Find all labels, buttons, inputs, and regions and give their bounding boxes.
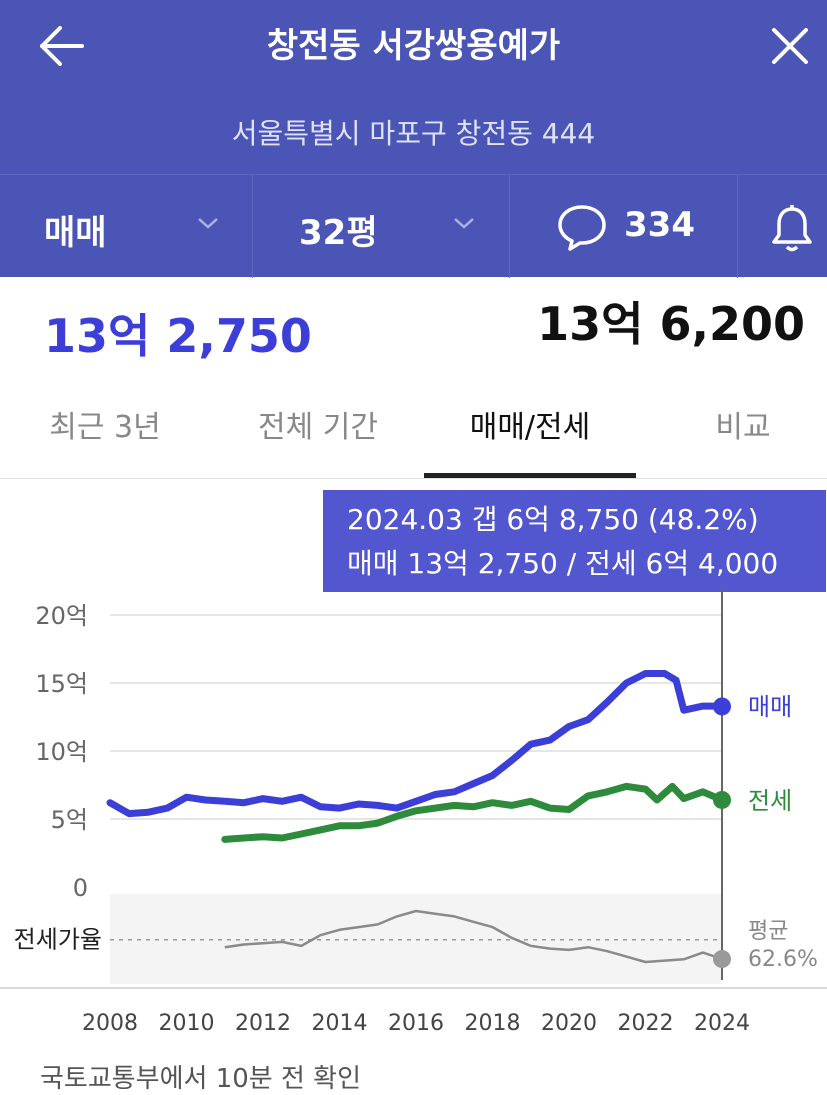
- active-tab-indicator: [424, 473, 636, 478]
- jeonse-point-marker: [713, 790, 731, 809]
- chart-tabs: 최근 3년 전체 기간 매매/전세 비교: [0, 380, 827, 479]
- comments-button[interactable]: 334: [510, 175, 738, 278]
- filter-bar: 매매 32평 334: [0, 174, 827, 278]
- page-title: 창전동 서강쌍용예가: [266, 26, 561, 66]
- x-tick-label: 2014: [312, 1011, 368, 1036]
- address: 서울특별시 마포구 창전동 444: [231, 117, 596, 150]
- back-arrow-icon[interactable]: [36, 22, 88, 70]
- tab-sale-jeonse[interactable]: 매매/전세: [469, 410, 591, 445]
- x-tick-label: 2024: [694, 1011, 750, 1036]
- close-icon[interactable]: [768, 24, 812, 68]
- speech-bubble-icon: [558, 205, 606, 251]
- comment-count: 334: [624, 205, 695, 245]
- tooltip-gap: 2024.03 갭 6억 8,750 (48.2%): [347, 503, 759, 536]
- x-tick-label: 2010: [159, 1011, 215, 1036]
- y-tick-label: 15억: [35, 670, 88, 698]
- x-tick-label: 2008: [82, 1011, 138, 1036]
- x-tick-label: 2020: [541, 1011, 597, 1036]
- series-line-1: [221, 782, 726, 843]
- tab-recent-3y[interactable]: 최근 3년: [49, 410, 161, 445]
- series-line-0: [106, 670, 726, 818]
- app-header: 창전동 서강쌍용예가 서울특별시 마포구 창전동 444 매매 32평 334: [0, 0, 827, 278]
- bell-icon: [772, 205, 812, 252]
- sale-point-marker: [713, 697, 731, 716]
- series-label-0: 매매: [748, 693, 792, 721]
- y-tick-label: 10억: [35, 738, 88, 766]
- series-label-1: 전세: [748, 787, 792, 815]
- data-source-note: 국토교통부에서 10분 전 확인: [40, 1064, 361, 1094]
- ratio-avg-value: 62.6%: [748, 947, 818, 972]
- ratio-line: [224, 909, 723, 964]
- ratio-avg-label: 평균: [748, 919, 788, 944]
- selected-price: 13억 2,750: [44, 309, 312, 363]
- chevron-down-icon: [454, 218, 474, 229]
- tab-compare[interactable]: 비교: [715, 410, 771, 445]
- x-tick-label: 2012: [235, 1011, 291, 1036]
- x-tick-label: 2018: [465, 1011, 521, 1036]
- chevron-down-icon: [198, 218, 218, 229]
- alert-button[interactable]: [738, 175, 827, 278]
- tooltip-prices: 매매 13억 2,750 / 전세 6억 4,000: [347, 547, 779, 580]
- chart-tooltip: 2024.03 갭 6억 8,750 (48.2%) 매매 13억 2,750 …: [323, 490, 826, 592]
- size-value: 32평: [299, 213, 378, 253]
- y-tick-label: 0: [73, 874, 88, 902]
- tab-all-period[interactable]: 전체 기간: [258, 410, 378, 445]
- ratio-label: 전세가율: [14, 926, 102, 954]
- deal-type-value: 매매: [44, 213, 107, 253]
- y-tick-label: 5억: [51, 806, 88, 834]
- ratio-point-marker: [713, 950, 731, 969]
- x-tick-label: 2022: [618, 1011, 674, 1036]
- x-tick-label: 2016: [388, 1011, 444, 1036]
- size-select[interactable]: 32평: [253, 175, 510, 278]
- y-tick-label: 20억: [35, 602, 88, 630]
- deal-type-select[interactable]: 매매: [0, 175, 253, 278]
- latest-price: 13억 6,200: [537, 297, 805, 351]
